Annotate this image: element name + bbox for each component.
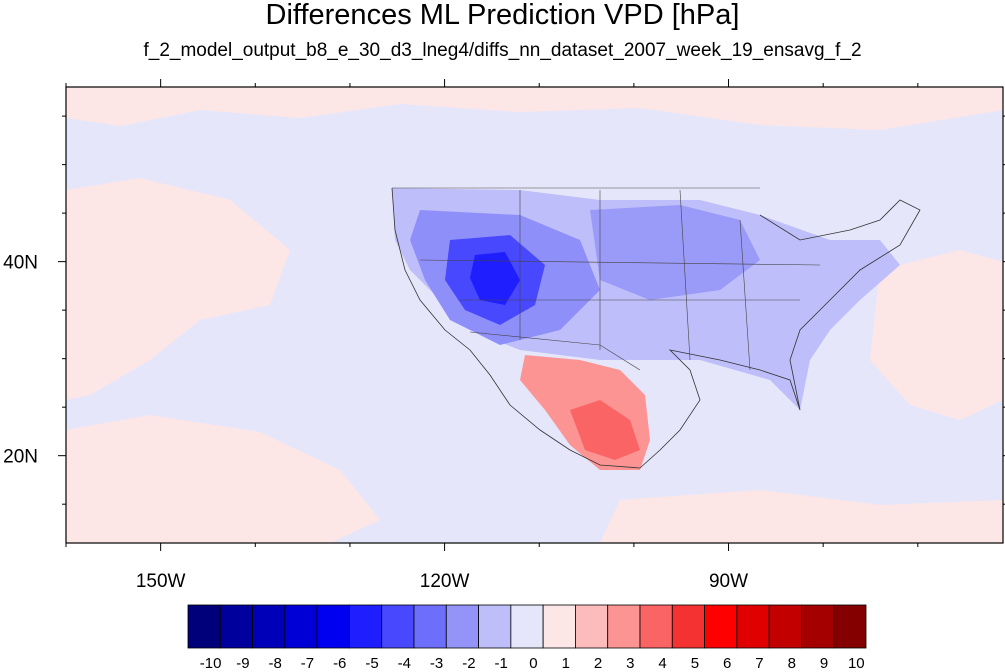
x-tick-label: 120W [420, 571, 470, 592]
map-area [65, 86, 1004, 544]
colorbar-swatch [349, 604, 383, 649]
coastline [391, 187, 921, 469]
colorbar-swatch [607, 604, 641, 649]
y-tick-label: 20N [3, 447, 38, 468]
colorbar-label: 10 [848, 655, 865, 672]
colorbar-swatch [510, 604, 544, 649]
ocean-positive-anomaly-west [66, 178, 290, 400]
colorbar-label: 7 [755, 655, 763, 672]
ocean-positive-anomaly-atlantic [870, 250, 1003, 420]
y-tick-label: 40N [3, 253, 38, 274]
border-lines [392, 187, 821, 371]
colorbar-label: 9 [820, 655, 828, 672]
colorbar-label: 3 [626, 655, 634, 672]
colorbar-label: 4 [658, 655, 666, 672]
x-tick-label: 150W [136, 571, 186, 592]
colorbar-label: 0 [529, 655, 537, 672]
colorbar-swatch [768, 604, 802, 649]
colorbar-label: -6 [333, 655, 346, 672]
land-positive-anomaly-mexico-core [570, 400, 640, 460]
colorbar-swatch [381, 604, 415, 649]
x-tick-label: 90W [709, 571, 748, 592]
colorbar-label: 2 [594, 655, 602, 672]
colorbar-label: -5 [365, 655, 378, 672]
colorbar-swatch [542, 604, 576, 649]
axes: 150W 120W 90W 40N 20N [3, 79, 1005, 592]
colorbar-swatch [833, 604, 867, 649]
ocean-positive-anomaly-southwest [66, 415, 380, 543]
colorbar-swatch [639, 604, 673, 649]
colorbar-swatch [219, 604, 253, 649]
colorbar-swatch [478, 604, 512, 649]
colorbar-label: -2 [462, 655, 475, 672]
land-negative-anomaly-midwest [590, 205, 760, 300]
colorbar-label: -3 [430, 655, 443, 672]
colorbar: -10 -9 -8 -7 -6 -5 -4 -3 -2 -1 0 1 2 3 4 5 6 7 8 9 10 [187, 604, 867, 672]
colorbar-label: -9 [236, 655, 249, 672]
colorbar-label: -4 [398, 655, 411, 672]
colorbar-label: -1 [494, 655, 507, 672]
colorbar-label: -7 [301, 655, 314, 672]
colorbar-label: -8 [268, 655, 281, 672]
colorbar-swatch [284, 604, 318, 649]
colorbar-label: 5 [691, 655, 699, 672]
colorbar-swatch [413, 604, 447, 649]
colorbar-label: 8 [788, 655, 796, 672]
colorbar-swatch [736, 604, 770, 649]
colorbar-label: -10 [200, 655, 222, 672]
colorbar-swatch [704, 604, 738, 649]
colorbar-label: 6 [723, 655, 731, 672]
colorbar-swatch [187, 604, 221, 649]
land-negative-anomaly-peak [470, 252, 520, 305]
colorbar-swatch [252, 604, 286, 649]
ocean-positive-anomaly-south [600, 490, 1003, 543]
colorbar-swatch [801, 604, 835, 649]
chart-title: Differences ML Prediction VPD [hPa] [265, 0, 740, 31]
map-frame [65, 86, 1004, 544]
colorbar-label: 1 [562, 655, 570, 672]
colorbar-swatch [575, 604, 609, 649]
chart-subtitle: f_2_model_output_b8_e_30_d3_lneg4/diffs_… [143, 40, 862, 61]
colorbar-swatch [671, 604, 705, 649]
ocean-positive-anomaly-north [66, 87, 1003, 130]
colorbar-swatch [316, 604, 350, 649]
colorbar-swatch [445, 604, 479, 649]
